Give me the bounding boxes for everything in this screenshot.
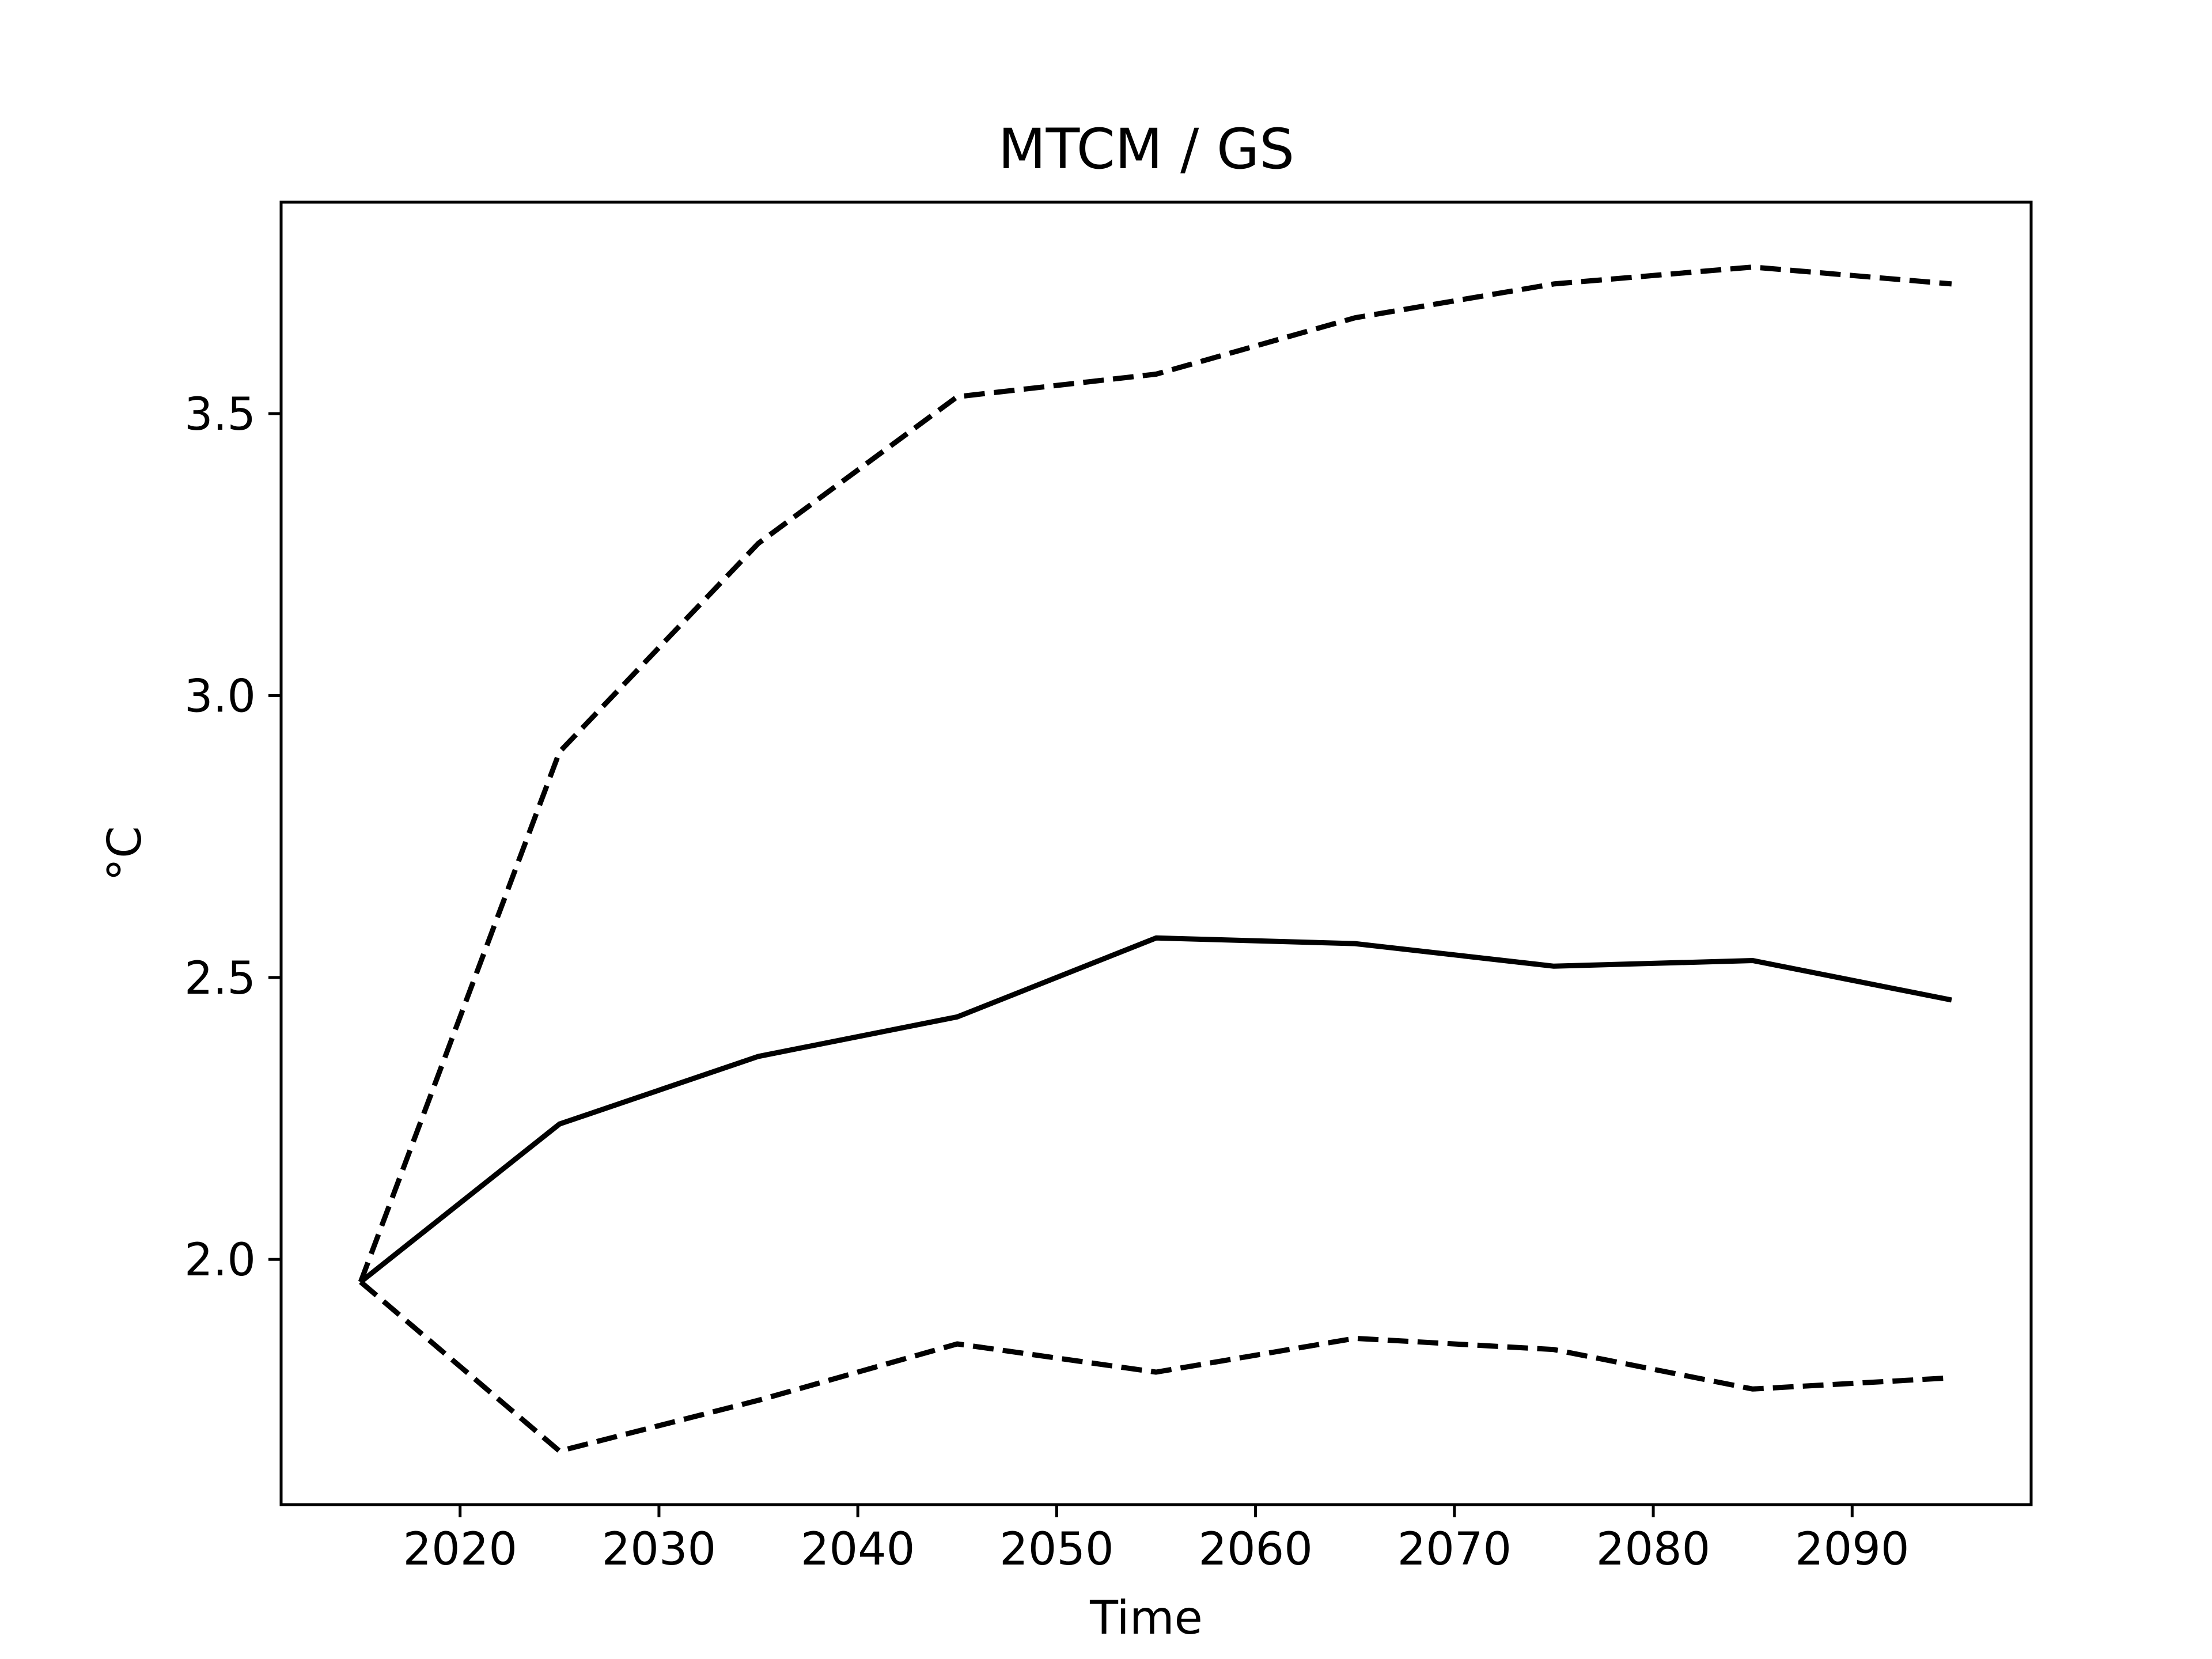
x-tick-label: 2080 — [1596, 1524, 1711, 1575]
x-tick-label: 2030 — [602, 1524, 717, 1575]
y-tick-label: 2.0 — [184, 1234, 256, 1286]
x-tick-label: 2020 — [403, 1524, 517, 1575]
plot-area: 2020 2030 2040 2050 2060 2070 2080 2090 2.0 2.5 3.… — [184, 200, 2033, 1575]
x-tick-label: 2060 — [1198, 1524, 1313, 1575]
x-axis-title: Time — [1089, 1591, 1203, 1645]
chart-title: MTCM / GS — [998, 117, 1294, 181]
x-tick-label: 2040 — [801, 1524, 915, 1575]
x-tick-label: 2090 — [1795, 1524, 1910, 1575]
plot-frame — [279, 200, 2033, 1506]
x-tick-label: 2050 — [999, 1524, 1114, 1575]
series-line-3 — [359, 1279, 1952, 1454]
series-line-1 — [359, 935, 1952, 1284]
y-tick-label: 2.5 — [184, 953, 256, 1005]
y-axis-title: °C — [98, 826, 151, 881]
y-tick-label: 3.5 — [184, 389, 256, 441]
series-line-2 — [358, 264, 1952, 1283]
x-tick-label: 2070 — [1397, 1524, 1512, 1575]
y-tick-label: 3.0 — [184, 671, 256, 722]
